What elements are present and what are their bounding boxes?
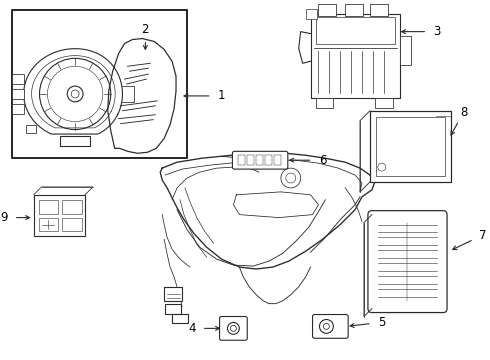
Text: 1: 1 — [218, 89, 225, 102]
FancyBboxPatch shape — [368, 211, 447, 312]
Bar — [164, 287, 182, 301]
Bar — [238, 155, 245, 165]
Bar — [172, 314, 188, 323]
FancyBboxPatch shape — [313, 315, 348, 338]
Text: 2: 2 — [142, 23, 149, 36]
Text: 9: 9 — [0, 211, 8, 224]
Bar — [256, 155, 263, 165]
Text: 6: 6 — [318, 154, 326, 167]
Bar — [316, 17, 394, 45]
Bar — [370, 4, 388, 16]
Bar — [12, 89, 24, 99]
Text: 8: 8 — [460, 105, 467, 118]
Bar — [306, 9, 318, 19]
Text: 7: 7 — [479, 229, 487, 242]
Bar — [318, 4, 336, 16]
Bar — [25, 125, 36, 133]
Bar — [39, 217, 58, 231]
Bar — [34, 195, 85, 237]
Text: 3: 3 — [434, 25, 441, 38]
Bar — [370, 111, 451, 182]
FancyBboxPatch shape — [232, 151, 288, 169]
Text: 4: 4 — [188, 322, 196, 335]
Bar — [62, 217, 82, 231]
Bar — [399, 36, 412, 65]
Bar — [274, 155, 281, 165]
Bar — [12, 104, 24, 114]
Bar — [311, 14, 399, 98]
Polygon shape — [160, 153, 375, 269]
FancyBboxPatch shape — [220, 316, 247, 340]
Bar — [375, 98, 392, 108]
Bar — [62, 200, 82, 213]
Bar — [60, 136, 90, 146]
Bar — [376, 117, 445, 176]
Text: 5: 5 — [378, 316, 386, 329]
Bar — [316, 98, 333, 108]
Bar — [247, 155, 254, 165]
Bar — [39, 200, 58, 213]
Bar — [345, 4, 363, 16]
Bar — [165, 303, 181, 314]
Bar — [12, 10, 187, 158]
Bar — [265, 155, 272, 165]
Bar — [12, 74, 24, 84]
